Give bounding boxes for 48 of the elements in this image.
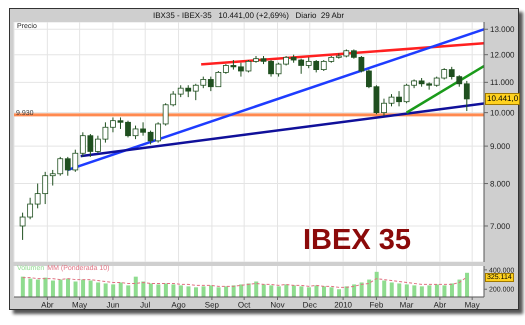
candlestick bbox=[298, 58, 304, 74]
x-tick-label: May bbox=[464, 300, 480, 310]
candlestick bbox=[456, 74, 462, 88]
candlestick bbox=[464, 80, 470, 112]
candlestick bbox=[313, 60, 320, 73]
candlestick bbox=[170, 90, 176, 107]
x-tick-label: Oct bbox=[238, 300, 252, 310]
candlestick bbox=[57, 156, 64, 176]
candlestick bbox=[434, 76, 440, 88]
candlestick bbox=[42, 171, 48, 205]
candlestick bbox=[185, 84, 192, 98]
line-series bbox=[22, 276, 468, 288]
candlestick bbox=[64, 156, 71, 176]
x-tick-label: Mar bbox=[400, 300, 414, 310]
x-tick-label: Abr bbox=[434, 300, 446, 310]
annotation: 10.441,0 bbox=[485, 92, 520, 105]
x-tick-label: Dec bbox=[302, 300, 317, 310]
y-tick-label: 10.000 bbox=[490, 108, 516, 118]
candlestick bbox=[178, 84, 184, 98]
x-tick-label: Nov bbox=[270, 300, 285, 310]
candlestick bbox=[306, 56, 312, 69]
x-tick-label: Ago bbox=[171, 300, 186, 310]
y-tick-label: 9.000 bbox=[490, 142, 511, 151]
candlestick bbox=[80, 132, 86, 158]
annotation: IBEX 35 bbox=[303, 224, 411, 257]
y-tick-label: 11.000 bbox=[490, 78, 514, 88]
candlestick bbox=[441, 68, 448, 80]
chart-title: IBX35 - IBEX-35 10.441,00 (+2,69%) Diario 29 Abr bbox=[152, 11, 345, 20]
candlestick bbox=[72, 149, 78, 172]
candlestick bbox=[215, 70, 222, 88]
x-tick-label: May bbox=[72, 300, 88, 310]
candlestick bbox=[34, 183, 41, 209]
y-tick-label: 7.000 bbox=[490, 222, 511, 231]
candlestick bbox=[192, 83, 199, 101]
x-tick-label: 2010 bbox=[334, 300, 353, 310]
candlestick bbox=[208, 76, 214, 92]
x-tick-label: Feb bbox=[370, 300, 384, 310]
candlestick bbox=[200, 76, 206, 89]
candlestick bbox=[448, 66, 455, 80]
x-tick-label: Sep bbox=[204, 300, 220, 310]
x-tick-label: Jun bbox=[106, 300, 120, 310]
candlestick bbox=[50, 169, 56, 186]
y-tick-label: 12.000 bbox=[490, 50, 516, 60]
candlestick bbox=[320, 60, 327, 72]
x-tick-label: Jul bbox=[140, 300, 151, 310]
y-tick-label: 13.000 bbox=[490, 25, 516, 34]
y-tick-label: 8.000 bbox=[490, 179, 511, 188]
x-tick-label: Abr bbox=[41, 300, 54, 310]
